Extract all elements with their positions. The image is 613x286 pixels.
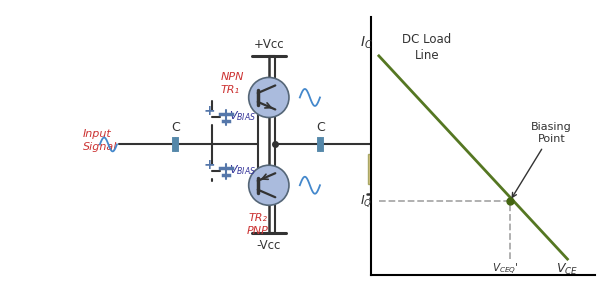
Text: Biasing
Point: Biasing Point xyxy=(512,122,572,197)
Text: $I_C$: $I_C$ xyxy=(360,34,373,51)
Text: +: + xyxy=(204,158,215,172)
Text: CSDN @飞鱼、: CSDN @飞鱼、 xyxy=(487,240,546,250)
Text: $V_{BIAS}$: $V_{BIAS}$ xyxy=(229,163,256,177)
Text: $I_Q$: $I_Q$ xyxy=(360,193,373,209)
Text: TR₂
PNP: TR₂ PNP xyxy=(247,213,269,236)
Text: C: C xyxy=(316,121,325,134)
Text: +: + xyxy=(204,104,215,118)
Text: $V_{BIAS}$: $V_{BIAS}$ xyxy=(229,109,256,123)
Text: $R_L$: $R_L$ xyxy=(384,162,399,177)
Text: Input
Signal: Input Signal xyxy=(83,129,117,152)
Circle shape xyxy=(249,78,289,118)
Text: NPN
TR₁: NPN TR₁ xyxy=(221,72,244,95)
Text: C: C xyxy=(172,121,180,134)
Text: DC Load
Line: DC Load Line xyxy=(402,33,451,62)
Text: -Vcc: -Vcc xyxy=(257,239,281,252)
Text: $V_{CE}$: $V_{CE}$ xyxy=(557,262,579,277)
FancyBboxPatch shape xyxy=(368,154,382,184)
Text: Output: Output xyxy=(371,119,412,132)
Text: +Vcc: +Vcc xyxy=(254,38,284,51)
Circle shape xyxy=(249,165,289,205)
Text: $V_{CEQ}$': $V_{CEQ}$' xyxy=(492,262,519,277)
